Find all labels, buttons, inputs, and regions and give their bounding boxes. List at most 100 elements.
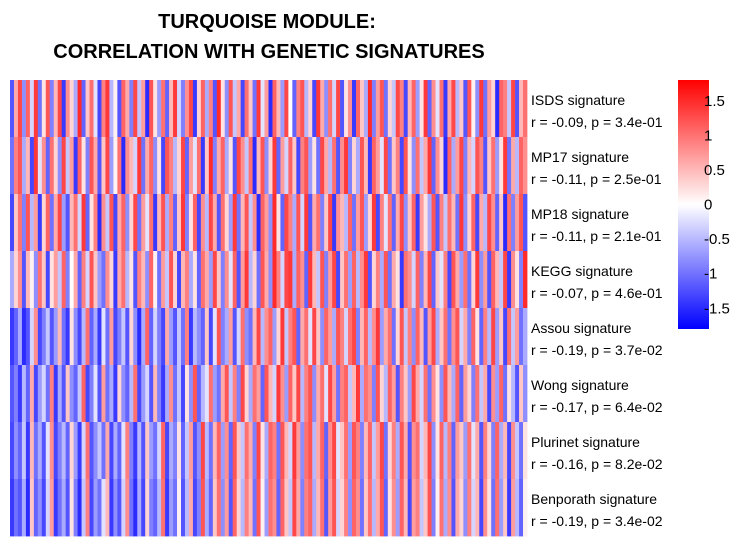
- heatmap-cell: [240, 194, 246, 252]
- heatmap-cell: [236, 137, 242, 195]
- heatmap-cell: [248, 80, 253, 138]
- heatmap-cell: [81, 194, 86, 252]
- heatmap-cell: [220, 422, 226, 480]
- heatmap-cell: [308, 194, 313, 252]
- heatmap-cell: [328, 479, 333, 537]
- heatmap-cell: [196, 194, 202, 252]
- heatmap-cell: [220, 194, 226, 252]
- heatmap-cell: [17, 137, 23, 195]
- heatmap-cell: [435, 422, 440, 480]
- heatmap-cell: [153, 194, 158, 252]
- heatmap-cell: [232, 479, 238, 537]
- heatmap-cell: [228, 422, 234, 480]
- heatmap-cell: [471, 194, 476, 252]
- heatmap-cell: [69, 194, 75, 252]
- heatmap-cell: [423, 365, 428, 423]
- heatmap-cell: [276, 422, 281, 480]
- heatmap-cell: [503, 137, 508, 195]
- heatmap-cell: [375, 479, 381, 537]
- heatmap-cell: [423, 251, 428, 309]
- heatmap-cell: [459, 80, 464, 138]
- heatmap-cell: [208, 194, 214, 252]
- heatmap-cell: [125, 365, 130, 423]
- heatmap-cell: [359, 80, 365, 138]
- heatmap-cell: [395, 479, 401, 537]
- heatmap-cell: [169, 365, 174, 423]
- heatmap-cell: [61, 251, 67, 309]
- heatmap-cell: [117, 365, 122, 423]
- heatmap-cell: [487, 422, 492, 480]
- heatmap-cell: [264, 251, 269, 309]
- heatmap-cell: [519, 137, 524, 195]
- heatmap-cell: [137, 308, 142, 366]
- heatmap-cell: [153, 365, 158, 423]
- heatmap-cell: [10, 479, 15, 537]
- heatmap-cell: [57, 194, 63, 252]
- heatmap-cell: [415, 137, 421, 195]
- heatmap-cell: [288, 80, 293, 138]
- heatmap-cell: [204, 251, 210, 309]
- heatmap-cell: [403, 479, 409, 537]
- heatmap-cell: [431, 251, 436, 309]
- heatmap-cell: [387, 365, 393, 423]
- heatmap-cell: [212, 80, 218, 138]
- heatmap-cell: [268, 194, 273, 252]
- heatmap-cell: [399, 479, 405, 537]
- heatmap-cell: [403, 251, 409, 309]
- heatmap-cell: [272, 251, 277, 309]
- heatmap-cell: [97, 80, 102, 138]
- heatmap-cell: [137, 251, 142, 309]
- heatmap-cell: [495, 479, 500, 537]
- heatmap-cell: [73, 365, 79, 423]
- heatmap-cell: [499, 479, 504, 537]
- heatmap-cell: [188, 365, 194, 423]
- heatmap-cell: [499, 194, 504, 252]
- heatmap-cell: [177, 137, 182, 195]
- heatmap-cell: [85, 137, 90, 195]
- heatmap-cell: [415, 365, 421, 423]
- heatmap-cell: [300, 365, 305, 423]
- heatmap-cell: [173, 479, 178, 537]
- heatmap-cell: [479, 365, 484, 423]
- row-labels: ISDS signature r = -0.09, p = 3.4e-01 MP17…: [531, 92, 663, 529]
- heatmap-cell: [419, 194, 424, 252]
- heatmap-cell: [324, 308, 329, 366]
- heatmap-cell: [367, 194, 373, 252]
- heatmap-cell: [220, 251, 226, 309]
- heatmap-cell: [348, 137, 353, 195]
- heatmap-cell: [57, 365, 63, 423]
- heatmap-cell: [145, 137, 150, 195]
- heatmap-cell: [451, 194, 456, 252]
- heatmap-cell: [252, 479, 257, 537]
- heatmap-cell: [260, 194, 265, 252]
- heatmap-cell: [77, 365, 82, 423]
- heatmap-cell: [296, 251, 301, 309]
- heatmap-cell: [232, 194, 238, 252]
- heatmap-cell: [208, 251, 214, 309]
- heatmap-cell: [300, 422, 305, 480]
- heatmap-cell: [61, 479, 67, 537]
- heatmap-cell: [173, 365, 178, 423]
- heatmap-cell: [519, 308, 524, 366]
- row-label-stat: r = -0.11, p = 2.5e-01: [531, 171, 662, 187]
- heatmap-cell: [320, 365, 325, 423]
- heatmap-cell: [435, 137, 440, 195]
- heatmap-cell: [93, 308, 98, 366]
- heatmap-cell: [395, 365, 401, 423]
- heatmap-cell: [21, 479, 27, 537]
- heatmap-cell: [117, 479, 122, 537]
- heatmap-cell: [248, 422, 253, 480]
- heatmap-cell: [232, 137, 238, 195]
- heatmap-cell: [165, 365, 170, 423]
- heatmap-cell: [367, 251, 373, 309]
- heatmap-cell: [523, 194, 528, 252]
- heatmap-cell: [487, 365, 492, 423]
- heatmap-cell: [236, 479, 242, 537]
- heatmap-cell: [204, 194, 210, 252]
- heatmap-cell: [344, 365, 349, 423]
- heatmap-cell: [391, 80, 397, 138]
- heatmap-cell: [216, 479, 222, 537]
- heatmap-cell: [181, 80, 186, 138]
- heatmap-cell: [157, 308, 162, 366]
- heatmap-cell: [403, 80, 409, 138]
